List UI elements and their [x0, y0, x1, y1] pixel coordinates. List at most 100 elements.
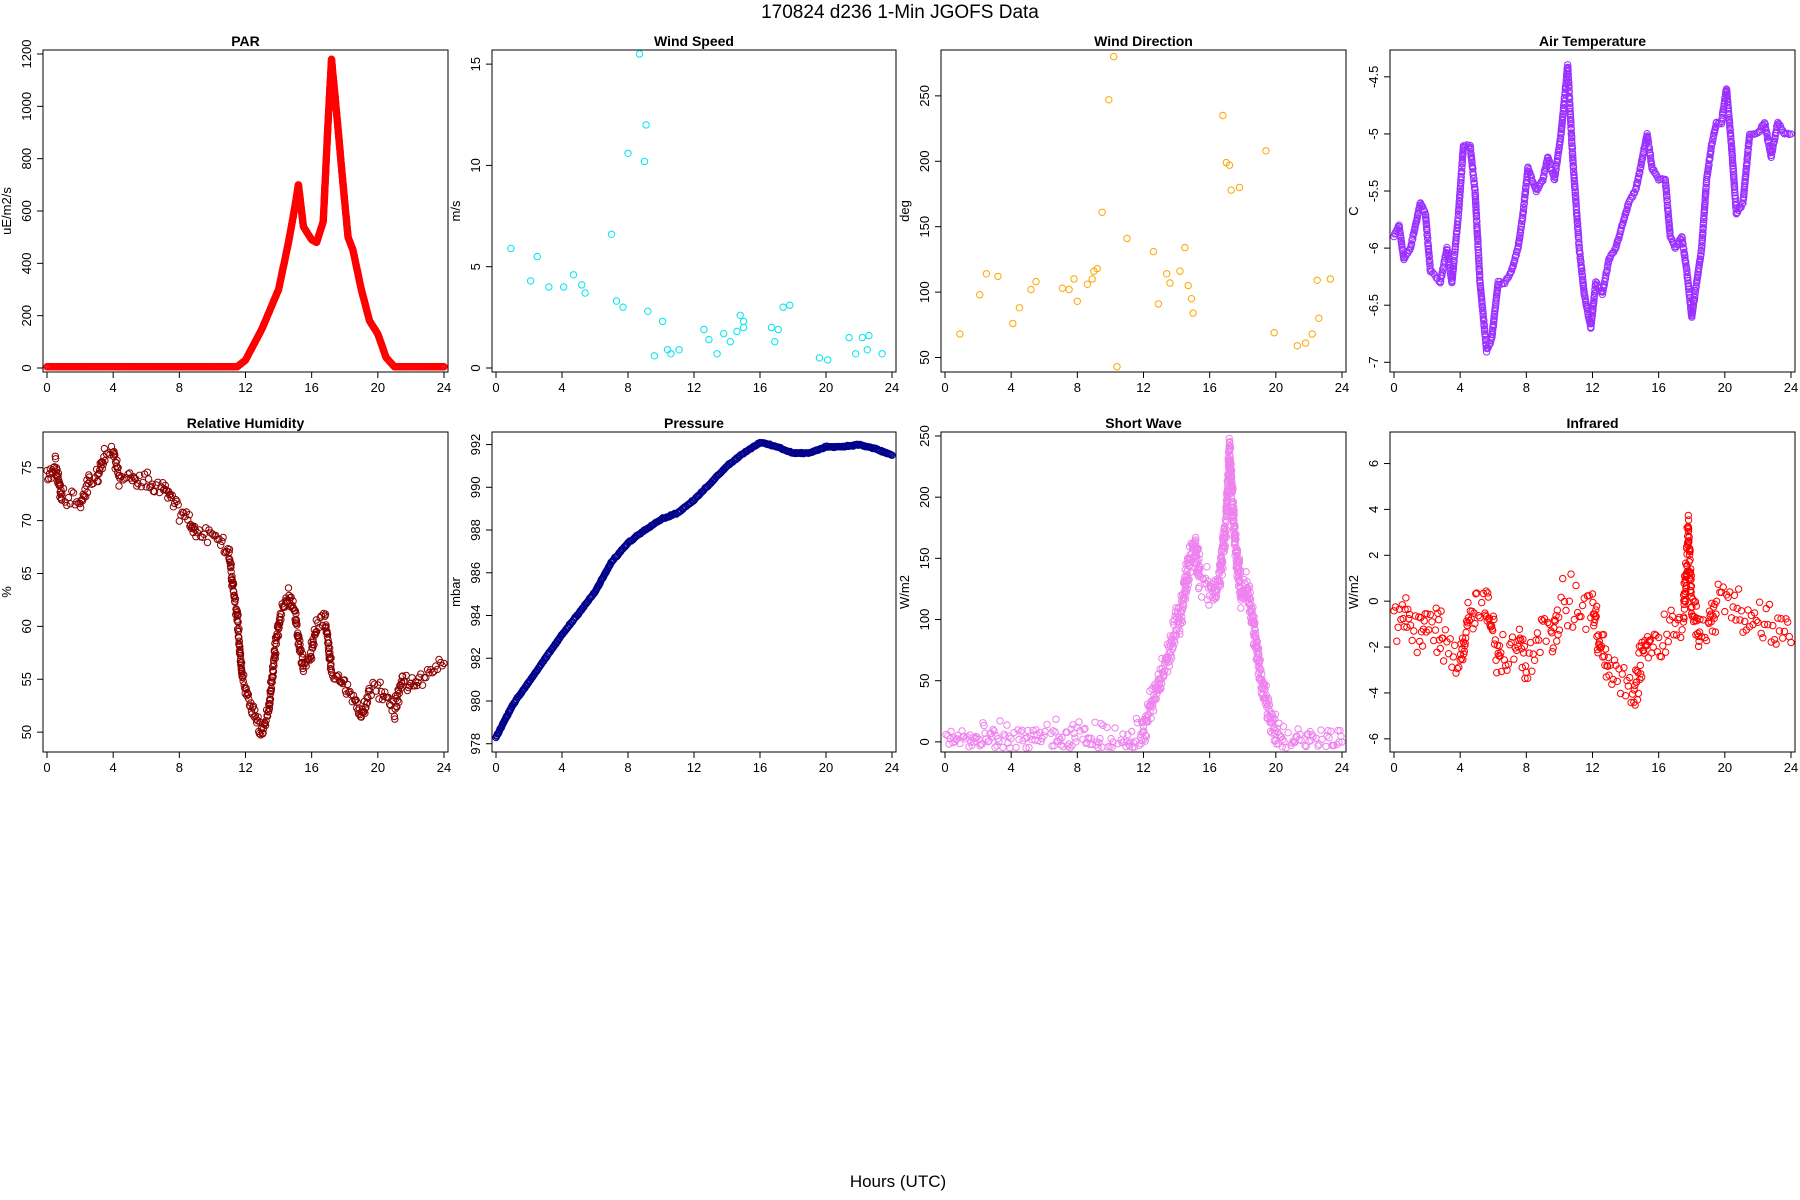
wind-direction-data-point	[1262, 147, 1270, 155]
wind-direction-data-point	[1015, 304, 1024, 312]
short-wave-data-point	[1103, 723, 1111, 732]
air-temperature-data-point	[1568, 145, 1577, 153]
infrared-y-tick-label: 6	[1366, 460, 1381, 467]
wind-speed-plot-frame	[491, 49, 897, 373]
infrared-data-point	[1667, 606, 1675, 614]
par-points	[43, 55, 448, 371]
air-temperature-data-point	[1480, 321, 1489, 330]
air-temperature-y-label: C	[1346, 206, 1361, 215]
relative-humidity-x-tick-label: 16	[304, 760, 318, 775]
short-wave-x-tick-label: 8	[1074, 760, 1081, 775]
pressure-points	[492, 438, 896, 742]
air-temperature-data-point	[1511, 256, 1519, 264]
short-wave-data-point	[1317, 726, 1325, 734]
wind-direction-x-tick-label: 8	[1074, 380, 1081, 395]
infrared-y-tick-label: -6	[1366, 733, 1381, 745]
air-temperature-data-point	[1423, 227, 1431, 235]
wind-direction-data-point	[1098, 208, 1106, 217]
short-wave-data-point	[996, 717, 1004, 725]
wind-speed-data-point	[545, 283, 553, 291]
air-temperature-data-point	[1474, 237, 1482, 246]
short-wave-x-tick-label: 16	[1202, 760, 1216, 775]
short-wave-x-tick-label: 4	[1008, 760, 1015, 775]
relative-humidity-y-label: %	[0, 586, 14, 598]
infrared-data-point	[1533, 629, 1542, 637]
wind-speed-x-axis: 0 4 8 12 16 20 24	[492, 372, 899, 395]
wind-speed-data-point	[845, 333, 853, 342]
air-temperature-data-point	[1455, 205, 1463, 213]
infrared-data-point	[1510, 655, 1518, 663]
wind-speed-data-point	[865, 331, 873, 340]
wind-speed-data-point	[619, 303, 627, 311]
air-temperature-x-tick-label: 20	[1718, 380, 1732, 395]
wind-direction-data-point	[982, 270, 991, 278]
wind-speed-data-point	[581, 289, 589, 297]
air-temperature-data-point	[1474, 240, 1482, 249]
wind-direction-data-point	[1065, 285, 1073, 294]
infrared-data-point	[1536, 648, 1544, 657]
relative-humidity-data-point	[115, 482, 123, 490]
pressure-x-tick-label: 12	[687, 760, 701, 775]
air-temperature-x-tick-label: 16	[1651, 380, 1665, 395]
infrared-data-point	[1439, 657, 1448, 665]
wind-direction-data-point	[1189, 309, 1197, 317]
infrared-data-point	[1444, 650, 1453, 658]
wind-speed-data-point	[863, 346, 871, 354]
air-temperature-x-tick-label: 8	[1523, 380, 1530, 395]
infrared-data-point	[1449, 653, 1458, 661]
wind-speed-data-point	[774, 325, 782, 334]
infrared-data-point	[1484, 593, 1493, 601]
pressure-plot-frame	[491, 431, 897, 753]
air-temperature-data-point	[1568, 134, 1576, 142]
par-x-axis: 0 4 8 12 16 20 24	[43, 372, 451, 395]
par-x-tick-label: 8	[176, 380, 183, 395]
air-temperature-data-point	[1470, 175, 1478, 183]
infrared-data-point	[1663, 630, 1671, 638]
air-temperature-data-point	[1438, 268, 1447, 276]
par-x-tick-label: 0	[43, 380, 50, 395]
air-temperature-data-point	[1517, 225, 1525, 233]
short-wave-y-tick-label: 100	[917, 609, 932, 631]
wind-direction-data-point	[1313, 276, 1321, 284]
pressure-y-tick-label: 980	[468, 690, 483, 712]
infrared-data-point	[1530, 656, 1539, 664]
wind-direction-points	[956, 52, 1335, 371]
air-temperature-y-tick-label: -6.5	[1366, 294, 1381, 316]
infrared-data-point	[1431, 626, 1440, 634]
wind-direction-y-label: deg	[897, 200, 912, 222]
infrared-y-tick-label: -2	[1366, 641, 1381, 653]
air-temperature-data-point	[1452, 233, 1461, 241]
wind-direction-data-point	[1166, 279, 1174, 287]
pressure-x-axis: 0 4 8 12 16 20 24	[492, 752, 899, 775]
short-wave-plot-frame	[940, 431, 1347, 753]
air-temperature-data-point	[1571, 186, 1579, 194]
pressure-y-tick-label: 986	[468, 562, 483, 584]
wind-direction-data-point	[1110, 52, 1118, 61]
wind-speed-data-point	[815, 354, 824, 362]
infrared-title: Infrared	[1566, 415, 1618, 431]
short-wave-data-point	[1003, 721, 1011, 729]
wind-direction-data-point	[1301, 339, 1310, 347]
air-temperature-data-point	[1409, 235, 1417, 244]
wind-direction-data-point	[1326, 275, 1335, 283]
wind-speed-data-point	[642, 121, 650, 129]
par-y-tick-label: 1200	[19, 40, 34, 69]
par-x-tick-label: 20	[371, 380, 385, 395]
wind-direction-data-point	[1113, 363, 1121, 371]
short-wave-data-point	[1284, 729, 1292, 737]
infrared-y-tick-label: -4	[1366, 687, 1381, 699]
air-temperature-data-point	[1578, 267, 1586, 275]
short-wave-y-tick-label: 0	[917, 738, 932, 745]
wind-speed-data-point	[635, 50, 644, 58]
infrared-x-tick-label: 16	[1651, 760, 1665, 775]
pressure-y-label: mbar	[448, 577, 463, 607]
infrared-data-point	[1578, 601, 1587, 610]
air-temperature-data-point	[1482, 348, 1491, 356]
short-wave-data-point	[1111, 724, 1119, 732]
par-y-tick-label: 0	[19, 364, 34, 371]
air-temperature-data-point	[1458, 167, 1466, 176]
wind-speed-data-point	[675, 346, 683, 354]
